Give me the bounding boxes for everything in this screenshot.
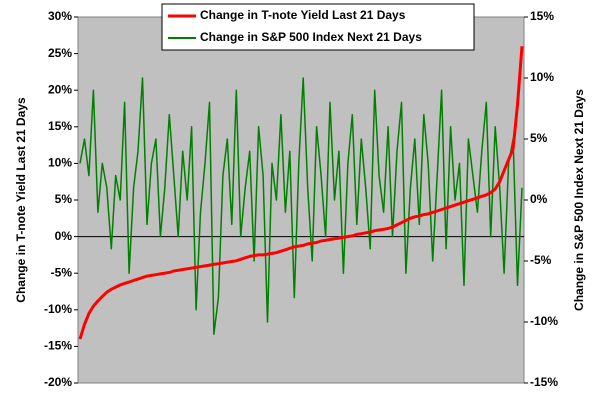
series-line: [78, 46, 524, 340]
y2-tick-label: 10%: [530, 70, 554, 84]
legend-label: Change in S&P 500 Index Next 21 Days: [200, 30, 422, 44]
legend-label: Change in T-note Yield Last 21 Days: [200, 8, 406, 22]
y-tick-label: -20%: [44, 375, 72, 389]
y2-tick-label: 0%: [530, 192, 548, 206]
plot-area: [77, 16, 525, 384]
y-tick-label: 30%: [48, 9, 72, 23]
y2-tick-label: -10%: [530, 314, 558, 328]
y2-tick-label: -15%: [530, 375, 558, 389]
y-tick-label: 5%: [55, 192, 73, 206]
y-tick-label: 0%: [55, 229, 73, 243]
y2-tick-label: 15%: [530, 9, 554, 23]
y-tick-label: -5%: [51, 265, 73, 279]
legend-box: [161, 3, 475, 51]
y2-tick-label: -5%: [530, 253, 552, 267]
y-tick-label: -15%: [44, 339, 72, 353]
y-tick-label: 15%: [48, 119, 72, 133]
y2-tick-label: 5%: [530, 131, 548, 145]
y-tick-label: 25%: [48, 46, 72, 60]
series-line: [79, 77, 523, 335]
y-tick-label: -10%: [44, 302, 72, 316]
y-tick-label: 20%: [48, 82, 72, 96]
y-tick-label: 10%: [48, 156, 72, 170]
y2-axis-label: Change in S&P 500 Index Next 21 Days: [572, 89, 586, 311]
y-axis-label: Change in T-note Yield Last 21 Days: [14, 97, 28, 303]
